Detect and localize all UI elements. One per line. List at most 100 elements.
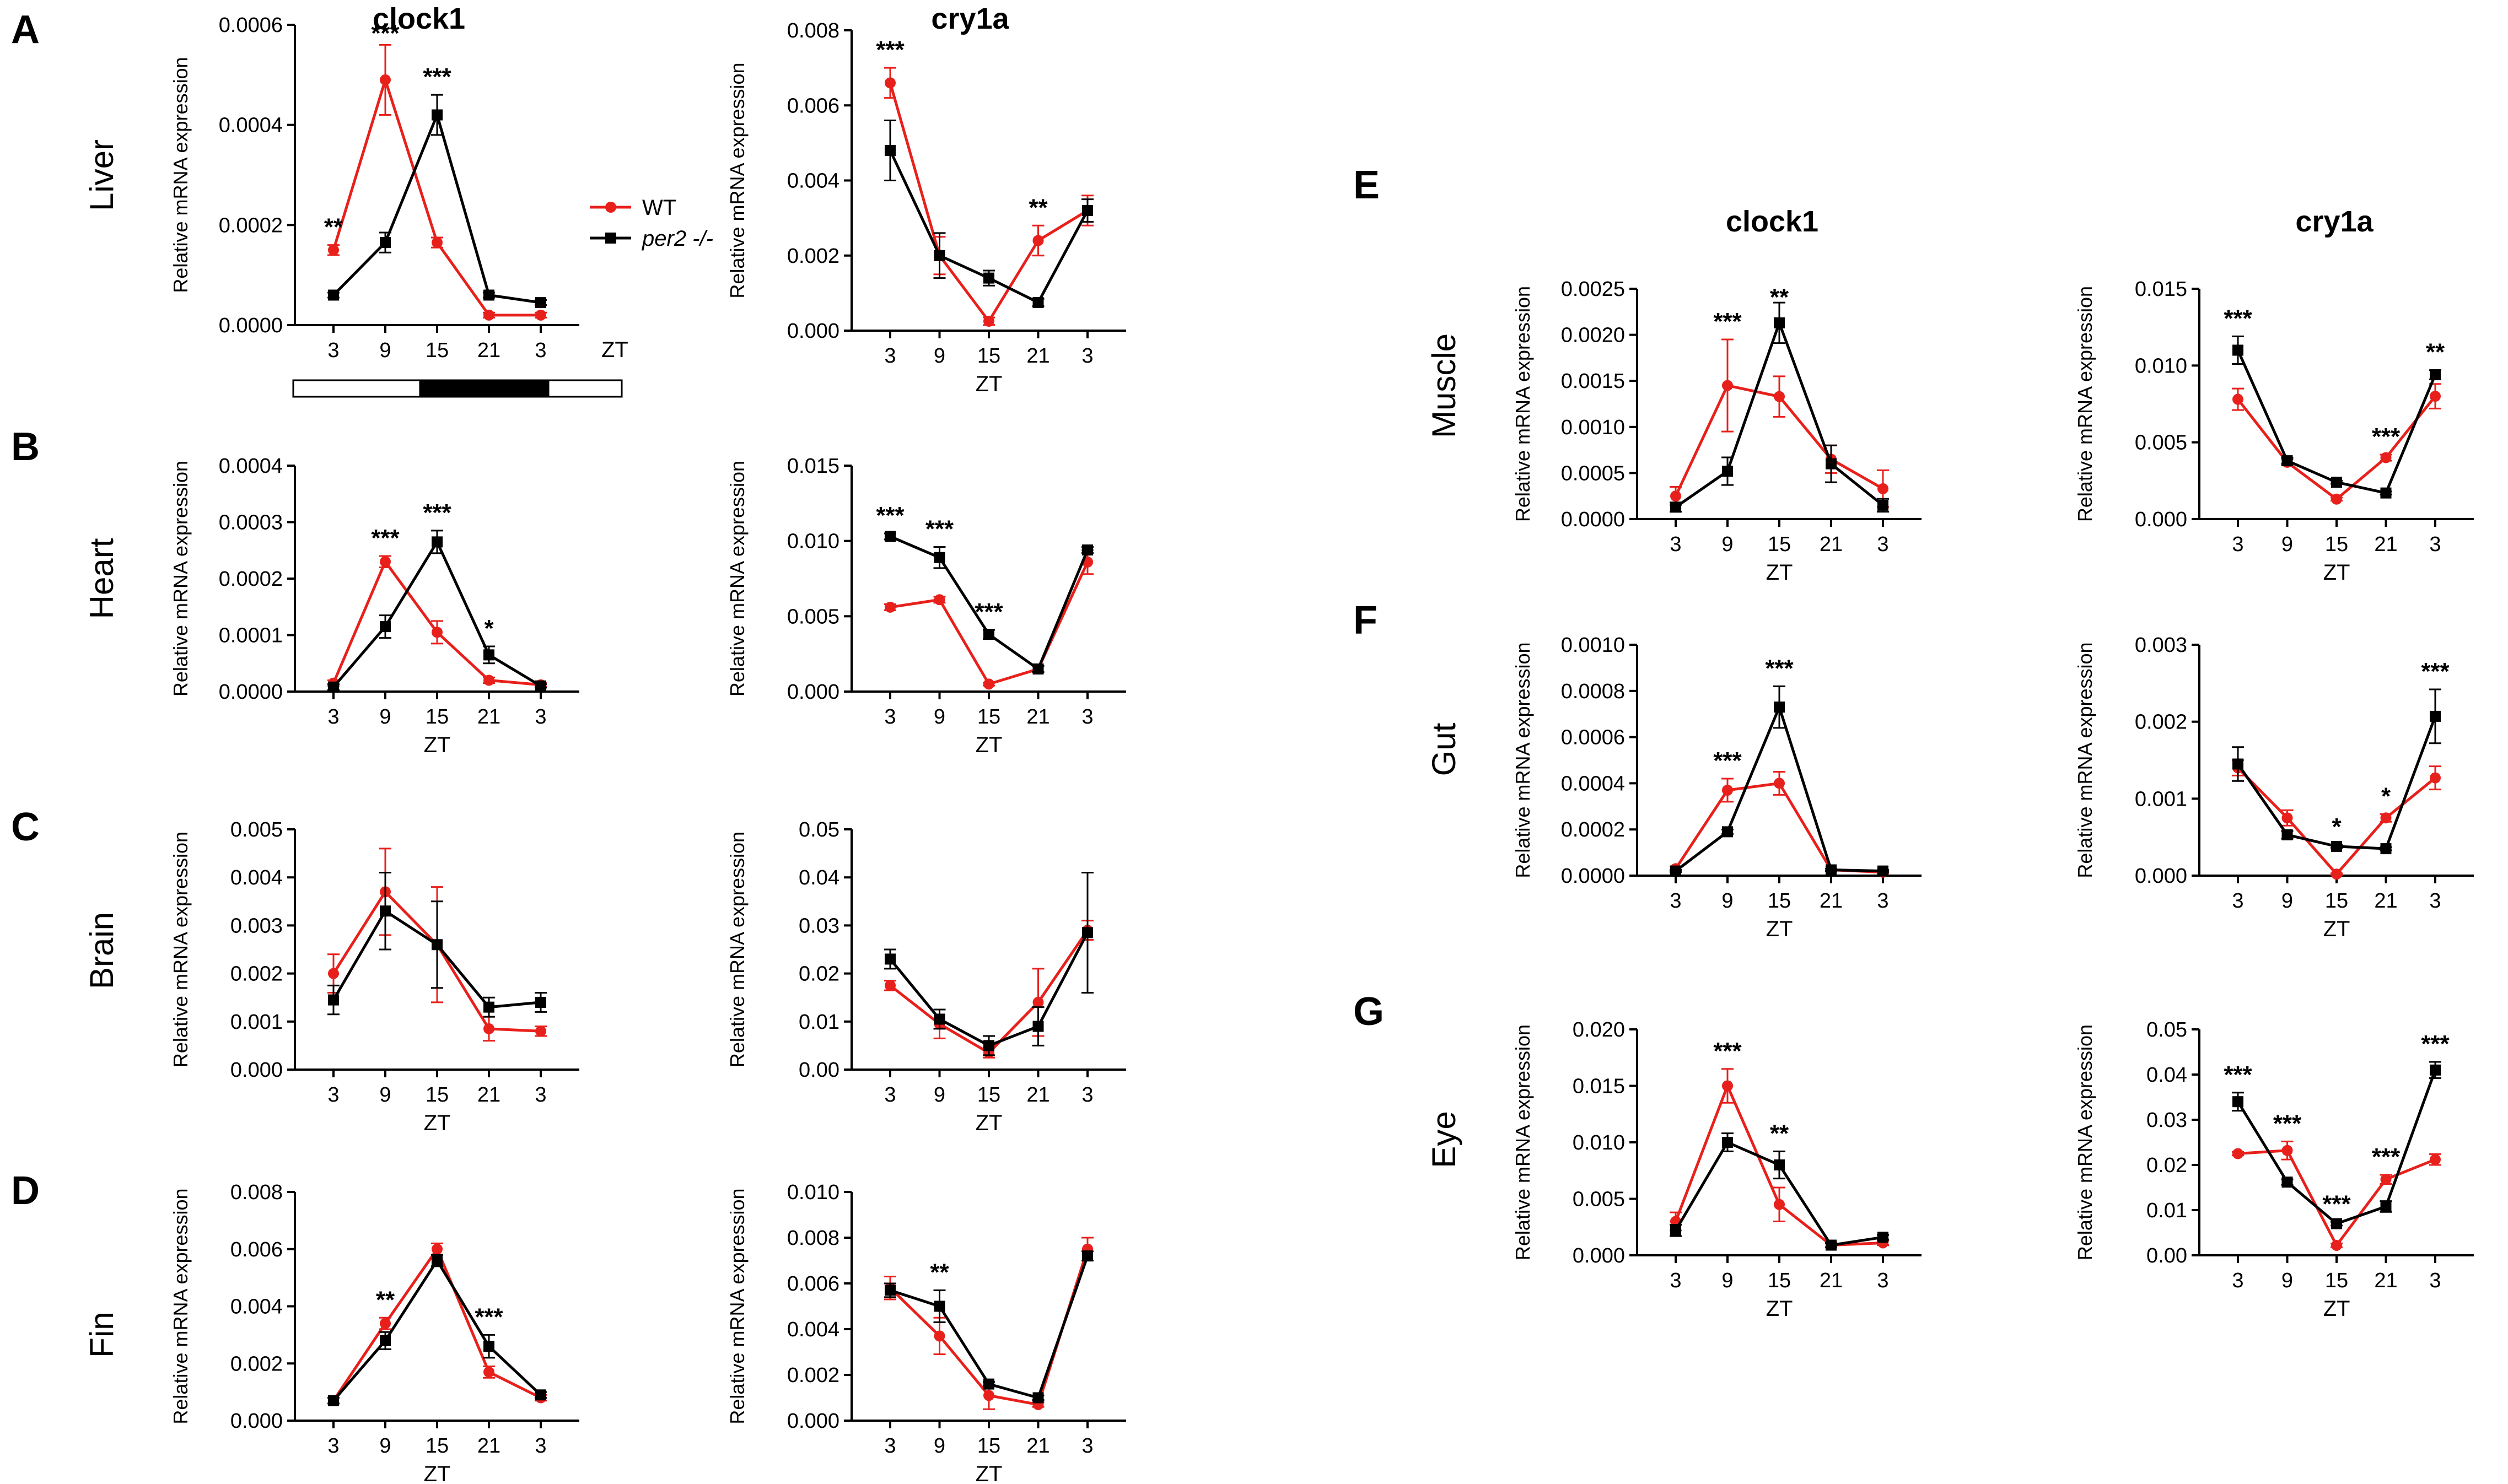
chart-e-muscle-clock1: 0.0000 0.0005 0.0010 0.0015 0.0020 0.0025 3 9 15… (1425, 278, 1922, 585)
data-point (2430, 710, 2441, 722)
significance-label: *** (475, 1303, 503, 1330)
x-tick-label: 3 (1081, 1083, 1093, 1107)
data-point (483, 1341, 494, 1352)
data-point (1774, 1159, 1785, 1170)
data-point (2281, 812, 2293, 824)
y-tick-label: 0.0008 (1561, 680, 1625, 703)
data-point (2281, 455, 2293, 467)
data-point (2281, 1177, 2293, 1188)
x-axis-label: ZT (2323, 1297, 2350, 1321)
data-point (1082, 205, 1093, 216)
x-tick-label: 9 (379, 1434, 391, 1458)
x-tick-label: 3 (884, 705, 896, 728)
y-tick-label: 0.0000 (1561, 865, 1625, 888)
x-axis-label: ZT (1766, 560, 1793, 585)
data-point (535, 1026, 546, 1037)
x-tick-label: 9 (2281, 533, 2293, 556)
y-tick-label: 0.03 (2146, 1109, 2187, 1132)
y-tick-label: 0.000 (1573, 1244, 1625, 1267)
data-point (2331, 1218, 2342, 1229)
y-tick-label: 0.008 (787, 19, 839, 42)
legend-wt-label: WT (642, 196, 676, 220)
data-point (2380, 1174, 2392, 1185)
x-tick-label: 3 (2232, 533, 2243, 556)
significance-label: *** (2322, 1190, 2351, 1217)
x-tick-label: 15 (2325, 889, 2348, 913)
data-point (1032, 235, 1044, 246)
legend-wt-marker (605, 202, 616, 213)
series-line (890, 1255, 1089, 1400)
significance-label: *** (925, 516, 954, 543)
y-tick-label: 0.04 (2146, 1064, 2187, 1087)
x-tick-label: 9 (379, 705, 391, 728)
data-point (934, 1330, 945, 1342)
light-dark-bar (292, 379, 623, 398)
data-point (1670, 1224, 1681, 1236)
x-axis-label: ZT (1766, 1297, 1793, 1321)
data-point (2331, 868, 2342, 880)
data-point (432, 536, 443, 548)
y-tick-label: 0.005 (230, 818, 283, 841)
y-axis-label: Relative mRNA expression (2074, 286, 2096, 522)
x-tick-label: 21 (2374, 1269, 2397, 1292)
data-point (380, 74, 391, 85)
significance-label: *** (1713, 1038, 1742, 1065)
y-tick-label: 0.006 (787, 94, 839, 117)
data-point (1826, 1239, 1837, 1251)
x-tick-label: 15 (977, 1434, 1000, 1458)
x-tick-label: 3 (535, 339, 546, 362)
x-tick-label: 9 (934, 1434, 945, 1458)
data-point (934, 1300, 945, 1312)
y-tick-label: 0.02 (2146, 1154, 2187, 1177)
y-tick-label: 0.0003 (219, 511, 283, 535)
y-axis-label: Relative mRNA expression (1511, 642, 1534, 878)
data-point (1670, 490, 1681, 502)
chart-c-brain-clock1: 0.000 0.001 0.002 0.003 0.004 0.005 3 9 15 21 3 ZT R… (83, 818, 579, 1135)
x-tick-label: 3 (2429, 889, 2441, 913)
x-tick-label: 15 (426, 339, 449, 362)
data-point (1826, 864, 1837, 876)
x-tick-label: 15 (1768, 889, 1791, 913)
x-tick-label: 3 (1877, 533, 1888, 556)
significance-label: ** (930, 1259, 949, 1286)
series-per2 (1670, 1132, 1889, 1251)
y-tick-label: 0.002 (787, 1364, 839, 1387)
data-point (2430, 772, 2441, 784)
y-axis-label: Relative mRNA expression (726, 832, 749, 1067)
x-tick-label: 9 (2281, 889, 2293, 913)
x-tick-label: 3 (1081, 1434, 1093, 1458)
y-tick-label: 0.005 (1573, 1188, 1625, 1211)
chart-g-eye-cry1a: 0.00 0.01 0.02 0.03 0.04 0.05 3 9 15 21 3 ZT Relativ… (2074, 1018, 2474, 1321)
data-point (1032, 996, 1044, 1008)
data-point (483, 1366, 494, 1378)
y-tick-label: 0.010 (787, 1181, 839, 1204)
data-point (328, 968, 339, 979)
data-point (934, 1013, 945, 1025)
data-point (1722, 784, 1733, 796)
panel-label-A: A (11, 8, 40, 52)
x-tick-label: 3 (535, 1434, 546, 1458)
x-tick-label: 21 (477, 1434, 500, 1458)
y-axis-label: Relative mRNA expression (726, 62, 749, 298)
dark-bar (419, 379, 550, 398)
data-point (380, 621, 391, 633)
data-point (2380, 1201, 2392, 1212)
series-line (2236, 349, 2437, 495)
data-point (328, 1395, 339, 1406)
series-per2 (2232, 1061, 2441, 1229)
y-tick-label: 0.0005 (1561, 462, 1625, 485)
y-tick-label: 0.03 (799, 914, 839, 937)
series-line (332, 1246, 542, 1402)
significance-label: *** (975, 598, 1003, 625)
chart-f-gut-clock1: 0.0000 0.0002 0.0004 0.0006 0.0008 0.0010 3 9 15… (1425, 634, 1922, 941)
x-axis-label: ZT (424, 733, 451, 757)
x-tick-label: 21 (1026, 1083, 1050, 1107)
y-axis-label: Relative mRNA expression (169, 832, 192, 1067)
data-point (2232, 393, 2243, 405)
x-tick-label: 15 (977, 344, 1000, 368)
data-point (983, 1390, 994, 1401)
data-point (380, 1335, 391, 1346)
series-wt (327, 44, 547, 321)
data-point (535, 297, 546, 309)
series-line (889, 932, 1089, 1048)
